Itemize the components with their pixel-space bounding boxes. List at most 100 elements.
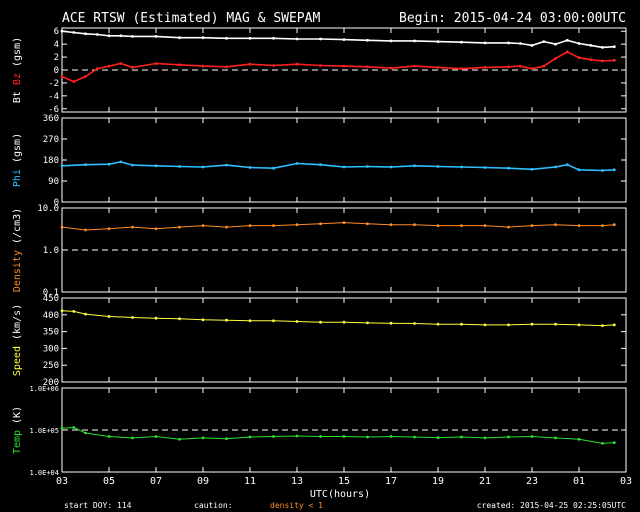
series-bt-line xyxy=(61,30,615,49)
y-axis-label: Bt Bz (gsm) xyxy=(12,37,23,103)
data-point-speed xyxy=(342,320,346,324)
y-axis-label: Speed (km/s) xyxy=(12,304,23,376)
data-point-bt xyxy=(319,37,322,41)
data-point-bz xyxy=(601,59,604,63)
data-point-phi xyxy=(201,165,205,169)
data-point-density xyxy=(295,223,299,227)
data-point-density xyxy=(248,224,252,228)
x-tick-label: 03 xyxy=(56,476,68,487)
panels: 6 4 2 0 -2 -4 -6 Bt Bz (gsm) 360 270 180 90 0 Phi (gs… xyxy=(12,27,627,477)
data-point-speed xyxy=(60,309,64,313)
data-point-phi xyxy=(119,160,123,164)
data-point-phi xyxy=(178,165,181,168)
data-point-bz xyxy=(366,65,369,69)
data-point-speed xyxy=(84,312,87,316)
y-tick-label: -2 xyxy=(48,79,59,89)
x-axis: 03 05 07 09 11 13 15 17 19 21 23 01 03 xyxy=(56,28,632,487)
y-tick-label: 450 xyxy=(43,294,59,304)
data-point-temp xyxy=(389,435,393,438)
data-point-bz xyxy=(119,62,123,65)
data-point-temp xyxy=(366,435,369,439)
data-point-bz xyxy=(72,80,76,83)
y-axis-label: Temp (K) xyxy=(12,406,23,454)
y-axis-label: Density (/cm3) xyxy=(12,208,23,292)
data-point-bz xyxy=(436,66,440,69)
data-point-density xyxy=(601,224,604,228)
data-point-temp xyxy=(225,437,228,441)
data-point-temp xyxy=(72,426,76,429)
data-point-bt xyxy=(72,31,76,34)
data-point-phi xyxy=(554,165,557,169)
data-point-density xyxy=(131,225,134,229)
y-tick-label: 180 xyxy=(43,156,59,166)
data-point-density xyxy=(342,221,346,225)
series-speed-line xyxy=(61,310,615,327)
data-point-bz xyxy=(178,63,181,67)
y-tick-label: 1.0E+04 xyxy=(29,469,59,477)
data-point-speed xyxy=(366,321,369,325)
data-point-speed xyxy=(577,323,581,327)
data-point-bt xyxy=(601,46,604,49)
data-point-phi xyxy=(483,166,487,169)
data-point-temp xyxy=(507,435,510,439)
data-point-speed xyxy=(460,322,463,326)
data-point-bz xyxy=(342,64,346,68)
data-point-phi xyxy=(272,166,275,170)
data-point-density xyxy=(201,224,205,228)
data-point-speed xyxy=(295,320,299,323)
data-point-bt xyxy=(577,42,581,45)
x-tick-label: 17 xyxy=(385,476,397,487)
data-point-bt xyxy=(342,38,346,41)
x-tick-label: 11 xyxy=(244,476,256,487)
data-point-temp xyxy=(60,426,64,430)
data-point-temp xyxy=(201,436,205,440)
panel-speed: 450 400 350 300 250 200 Speed (km/s) xyxy=(12,294,627,388)
data-point-speed xyxy=(107,315,111,318)
y-tick-label: 300 xyxy=(43,344,59,354)
data-point-temp xyxy=(460,435,463,439)
data-point-density xyxy=(554,223,557,227)
y-tick-label: 6 xyxy=(54,27,59,37)
data-point-bt xyxy=(612,45,616,49)
y-tick-label: 250 xyxy=(43,361,59,371)
data-point-bt xyxy=(483,41,487,45)
y-tick-label: 1.0 xyxy=(43,246,59,256)
created-time: created: 2015-04-25 02:25:05UTC xyxy=(477,501,626,510)
data-point-bz xyxy=(131,66,134,69)
panel-bz: 6 4 2 0 -2 -4 -6 Bt Bz (gsm) xyxy=(12,27,627,115)
data-point-speed xyxy=(507,323,510,327)
y-axis-label: Phi (gsm) xyxy=(12,133,23,187)
data-point-temp xyxy=(131,436,134,440)
data-point-phi xyxy=(389,165,393,169)
data-point-density xyxy=(366,222,369,226)
data-point-density xyxy=(460,224,463,228)
data-point-bz xyxy=(272,64,275,67)
data-point-phi xyxy=(565,163,569,167)
data-point-bt xyxy=(107,34,111,38)
data-point-phi xyxy=(612,168,616,172)
data-point-bt xyxy=(366,38,369,42)
y-tick-label: -6 xyxy=(48,105,59,115)
data-point-speed xyxy=(72,310,76,313)
data-point-speed xyxy=(601,324,604,327)
y-tick-label: 270 xyxy=(43,135,59,145)
data-point-bt xyxy=(507,41,510,45)
data-point-bt xyxy=(272,36,275,40)
y-tick-label: 0 xyxy=(54,198,59,208)
series-temp-line xyxy=(61,426,615,444)
data-point-density xyxy=(225,225,228,229)
data-point-bz xyxy=(565,50,569,54)
data-point-temp xyxy=(612,441,616,444)
data-point-density xyxy=(84,228,87,232)
data-point-bt xyxy=(518,42,522,45)
caution-label: caution: xyxy=(194,501,233,510)
data-point-density xyxy=(107,227,111,231)
data-point-speed xyxy=(389,321,393,325)
data-point-phi xyxy=(84,163,87,167)
data-point-phi xyxy=(295,162,299,165)
x-tick-label: 23 xyxy=(526,476,538,487)
data-point-bz xyxy=(612,58,616,62)
panel-density: 10.0 1.0 0.1 Density (/cm3) xyxy=(12,204,627,298)
data-point-bt xyxy=(154,35,158,38)
data-point-phi xyxy=(107,162,111,166)
